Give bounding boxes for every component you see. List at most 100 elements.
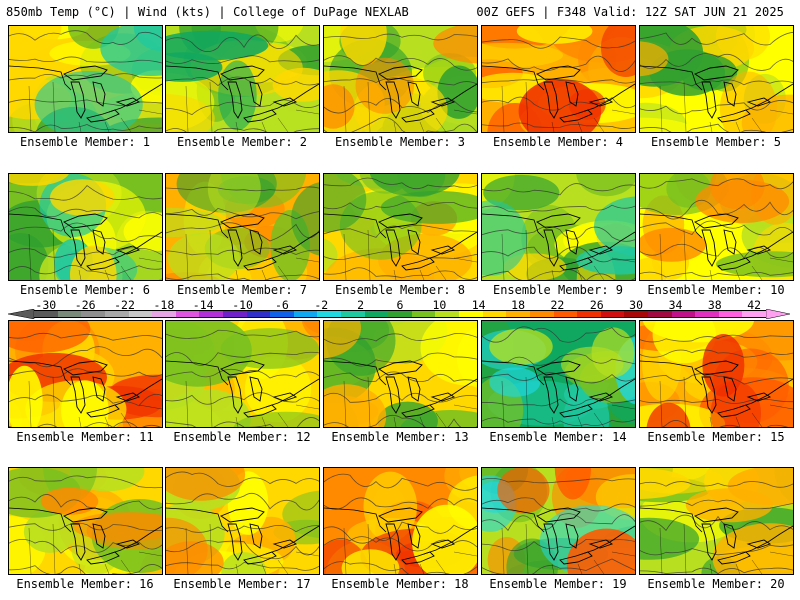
great-lake-outline xyxy=(92,523,106,549)
temperature-shading xyxy=(102,321,162,358)
ensemble-member-label: Ensemble Member: 19 xyxy=(489,577,627,591)
ensemble-member-map xyxy=(639,320,794,428)
great-lake-outline xyxy=(559,551,593,565)
country-border xyxy=(166,507,319,555)
great-lake-outline xyxy=(249,376,263,402)
height-contour xyxy=(640,420,788,427)
country-border xyxy=(9,65,162,113)
great-lake-outline xyxy=(272,97,298,107)
ensemble-member-map xyxy=(323,25,478,133)
colorbar-tick-label: -30 xyxy=(35,298,57,312)
state-borders xyxy=(185,81,319,132)
great-lake-outline xyxy=(717,404,751,418)
great-lake-outline xyxy=(430,97,456,107)
temperature-shading xyxy=(324,84,355,129)
height-contour xyxy=(324,55,477,71)
temperature-shading xyxy=(70,245,117,280)
height-contour xyxy=(166,417,319,427)
temperature-shading xyxy=(133,26,162,51)
great-lake-outline xyxy=(565,81,579,107)
country-border xyxy=(640,65,793,113)
state-borders xyxy=(28,523,162,574)
height-contour xyxy=(166,525,319,533)
great-lake-outline xyxy=(70,376,86,414)
temperature-shading xyxy=(640,468,691,500)
colorbar-tick-label: -22 xyxy=(114,298,135,312)
great-lake-outline xyxy=(723,229,737,255)
temperature-shading xyxy=(324,321,361,359)
great-lake-outline xyxy=(86,551,120,565)
temperature-shading xyxy=(516,26,593,44)
great-lake-outline xyxy=(385,376,401,414)
great-lake-outline xyxy=(588,539,614,549)
colorbar-left-arrow-icon xyxy=(8,309,35,319)
country-border xyxy=(166,65,319,113)
great-lake-outline xyxy=(86,109,120,123)
temperature-field-map xyxy=(482,321,635,427)
great-lake-outline xyxy=(115,539,141,549)
temperature-field-map xyxy=(640,468,793,574)
state-borders xyxy=(659,523,793,574)
height-contour xyxy=(640,544,793,556)
height-contour xyxy=(9,332,162,341)
temperature-shading xyxy=(233,411,319,427)
great-lake-outline xyxy=(407,81,421,107)
height-contour xyxy=(482,538,635,552)
height-contour xyxy=(324,371,477,383)
temperature-field-map xyxy=(482,468,635,574)
great-lake-outline xyxy=(243,404,277,418)
country-border xyxy=(324,65,477,113)
great-lake-outline xyxy=(407,229,421,255)
state-borders xyxy=(501,229,635,280)
ensemble-member-label: Ensemble Member: 9 xyxy=(492,283,624,297)
great-lake-outline xyxy=(701,81,717,119)
temperature-field-map xyxy=(640,321,793,427)
great-lake-outline xyxy=(701,229,717,267)
country-border xyxy=(640,507,793,555)
temperature-shading xyxy=(716,26,770,60)
ensemble-member-map xyxy=(165,467,320,575)
temperature-shading xyxy=(554,468,592,500)
height-contour xyxy=(324,98,477,114)
great-lake-outline xyxy=(746,245,772,255)
temperature-field-map xyxy=(324,468,477,574)
ensemble-member-label: Ensemble Member: 8 xyxy=(334,283,466,297)
ensemble-member-label: Ensemble Member: 15 xyxy=(647,430,785,444)
temperature-shading xyxy=(712,523,793,574)
ensemble-member-map xyxy=(639,173,794,281)
temperature-field-map xyxy=(640,174,793,280)
colorbar-tick-label: 18 xyxy=(511,298,526,312)
great-lake-outline xyxy=(401,257,435,271)
great-lake-outline xyxy=(588,245,614,255)
height-contour xyxy=(482,398,635,407)
ensemble-member-map xyxy=(323,320,478,428)
colorbar-tick-label: 2 xyxy=(357,298,365,312)
height-contour xyxy=(166,34,319,53)
height-contour xyxy=(482,477,635,484)
temperature-shading xyxy=(340,26,387,66)
temperature-shading xyxy=(166,389,251,427)
great-lake-outline xyxy=(701,376,717,414)
great-lake-outline xyxy=(249,81,263,107)
ensemble-member-label: Ensemble Member: 2 xyxy=(176,135,308,149)
great-lake-outline xyxy=(565,523,579,549)
country-border xyxy=(482,507,635,555)
colorbar-swatch xyxy=(553,310,578,318)
great-lake-outline xyxy=(588,392,614,402)
colorbar-swatch xyxy=(57,310,82,318)
great-lake-outline xyxy=(701,523,717,561)
temperature-shading xyxy=(482,42,563,68)
great-lake-outline xyxy=(115,392,141,402)
height-contour xyxy=(166,351,319,366)
great-lake-outline xyxy=(385,229,401,267)
height-contour xyxy=(640,243,793,259)
great-lake-outline xyxy=(378,507,423,523)
height-contour xyxy=(9,222,162,243)
great-lake-outline xyxy=(220,213,265,229)
temperature-shading xyxy=(9,321,91,353)
country-border xyxy=(640,213,793,261)
great-lake-outline xyxy=(746,97,772,107)
height-contour xyxy=(482,204,635,213)
temperature-shading xyxy=(702,334,745,397)
height-contour xyxy=(324,77,477,86)
